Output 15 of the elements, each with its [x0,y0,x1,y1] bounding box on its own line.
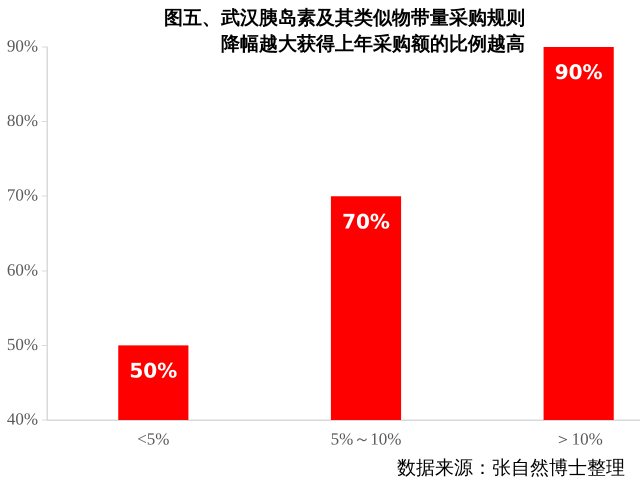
x-tick-label: 5%～10% [330,430,402,449]
y-tick-label: 60% [6,260,38,280]
y-tick-label: 50% [6,334,38,354]
x-tick-label: ＞10% [554,430,603,449]
x-tick-label: <5% [137,430,170,449]
chart-title: 图五、武汉胰岛素及其类似物带量采购规则 [164,6,525,30]
chart-subtitle: 降幅越大获得上年采购额的比例越高 [221,32,525,56]
y-tick-label: 70% [6,186,38,205]
data-label: 70% [342,209,390,234]
data-label: 50% [129,358,178,383]
y-tick-label: 90% [6,36,38,56]
y-tick-label: 40% [6,409,38,428]
data-label: 90% [554,60,603,84]
source-note: 数据来源：张自然博士整理 [397,456,625,480]
y-tick-label: 80% [6,111,38,130]
